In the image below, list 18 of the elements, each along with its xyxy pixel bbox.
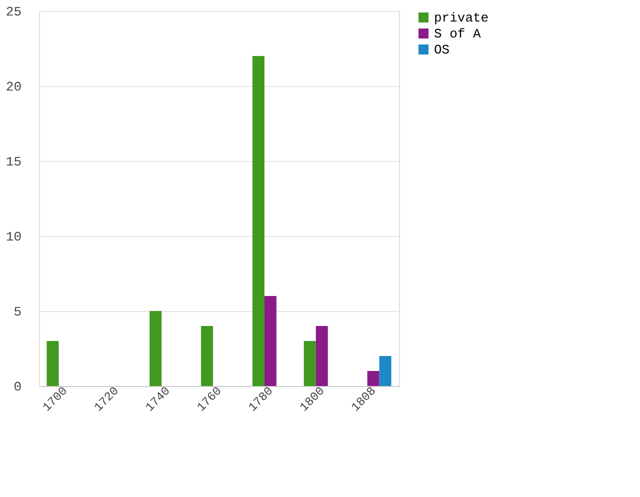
- bar: [379, 356, 392, 386]
- y-tick-label: 5: [14, 304, 22, 320]
- y-tick-label: 15: [6, 154, 22, 170]
- bar: [252, 56, 264, 386]
- bar: [264, 296, 276, 386]
- y-tick-label: 20: [6, 80, 22, 94]
- y-tick-label: 25: [6, 4, 22, 20]
- bar: [46, 341, 59, 386]
- y-tick-label: 0: [14, 380, 22, 394]
- bar: [304, 341, 316, 386]
- bar: [150, 311, 162, 386]
- y-tick-label: 10: [6, 230, 22, 244]
- bar: [316, 326, 328, 386]
- legend-label: S of A: [434, 26, 482, 42]
- bar: [367, 371, 380, 386]
- legend-label: OS: [434, 42, 450, 58]
- bar: [201, 326, 213, 386]
- legend-label: private: [434, 10, 489, 26]
